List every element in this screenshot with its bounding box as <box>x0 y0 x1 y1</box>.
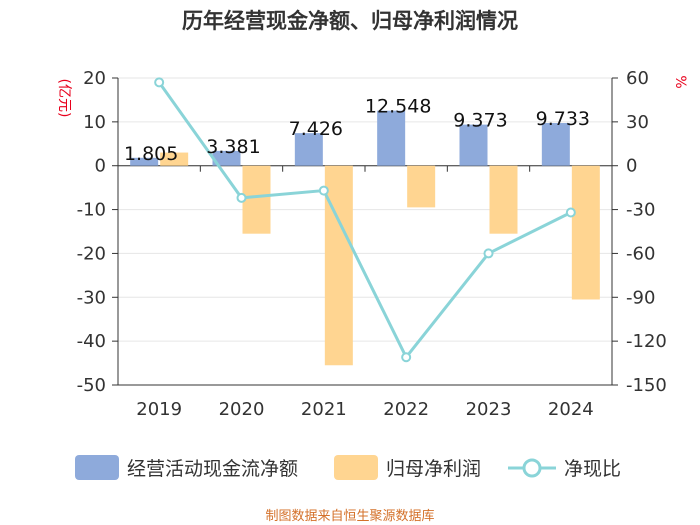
cashflow-value-label: 9.733 <box>536 108 590 130</box>
net-profit-bar <box>160 152 189 166</box>
cashflow-bar <box>377 110 406 166</box>
cashflow-bar <box>541 123 570 166</box>
legend-swatch-cashflow <box>75 455 119 480</box>
left-tick-label: -40 <box>77 331 106 352</box>
ratio-line <box>154 77 576 363</box>
legend-marker-ratio <box>522 458 542 478</box>
cashflow-bar <box>130 157 159 166</box>
net-profit-bar <box>324 165 353 366</box>
net-profit-bar <box>242 165 271 234</box>
cashflow-bar <box>212 150 241 166</box>
category-label: 2022 <box>383 399 429 420</box>
ratio-line-path <box>157 81 572 361</box>
category-label: 2023 <box>466 399 512 420</box>
legend-swatch-profit <box>334 455 378 480</box>
right-tick-label: 60 <box>626 68 649 89</box>
data-labels: 1.805 3.381 7.426 12.548 9.373 9.733 <box>124 96 590 165</box>
chart-title: 历年经营现金净额、归母净利润情况 <box>182 9 518 33</box>
category-label: 2020 <box>219 399 265 420</box>
legend-label-cashflow: 经营活动现金流净额 <box>127 458 298 480</box>
category-label: 2019 <box>136 399 182 420</box>
right-tick-label: -30 <box>626 200 655 221</box>
cashflow-value-label: 12.548 <box>365 96 431 118</box>
ratio-point <box>154 77 165 88</box>
left-tick-label: 10 <box>83 112 106 133</box>
left-axis-unit: (亿元) <box>56 79 72 118</box>
cashflow-bar <box>294 133 323 166</box>
ratio-point <box>236 192 247 203</box>
cashflow-value-label: 1.805 <box>124 143 178 165</box>
cashflow-value-label: 7.426 <box>289 118 343 140</box>
right-axis-unit: % <box>672 75 688 88</box>
left-tick-label: 0 <box>95 156 106 177</box>
right-tick-label: -60 <box>626 243 655 264</box>
legend-label-profit: 归母净利润 <box>386 458 481 480</box>
ratio-point <box>565 207 576 218</box>
source-note: 制图数据来自恒生聚源数据库 <box>265 508 434 524</box>
net-profit-bar <box>571 165 600 300</box>
left-tick-label: 20 <box>83 68 106 89</box>
net-profit-bar <box>489 165 518 234</box>
bars <box>130 110 600 366</box>
cashflow-value-label: 9.373 <box>453 110 507 132</box>
category-label: 2024 <box>548 399 594 420</box>
left-tick-label: -10 <box>77 200 106 221</box>
legend-label-ratio: 净现比 <box>564 458 621 480</box>
axes: 20 10 0 -10 -20 -30 -40 -50 60 30 0 -30 -60 -90 -120 -1… <box>77 68 667 420</box>
right-tick-label: 30 <box>626 112 649 133</box>
category-label: 2021 <box>301 399 347 420</box>
legend[interactable]: 经营活动现金流净额 归母净利润 净现比 <box>75 455 621 480</box>
right-tick-label: -90 <box>626 287 655 308</box>
ratio-point <box>318 185 329 196</box>
ratio-point <box>401 352 412 363</box>
ratio-point <box>483 248 494 259</box>
left-tick-label: -50 <box>77 375 106 396</box>
right-tick-label: -150 <box>626 375 667 396</box>
left-tick-label: -30 <box>77 287 106 308</box>
net-profit-bar <box>407 165 436 208</box>
cashflow-value-label: 3.381 <box>206 136 260 158</box>
right-tick-label: 0 <box>626 156 637 177</box>
cashflow-bar <box>459 124 488 166</box>
left-tick-label: -20 <box>77 243 106 264</box>
right-tick-label: -120 <box>626 331 667 352</box>
